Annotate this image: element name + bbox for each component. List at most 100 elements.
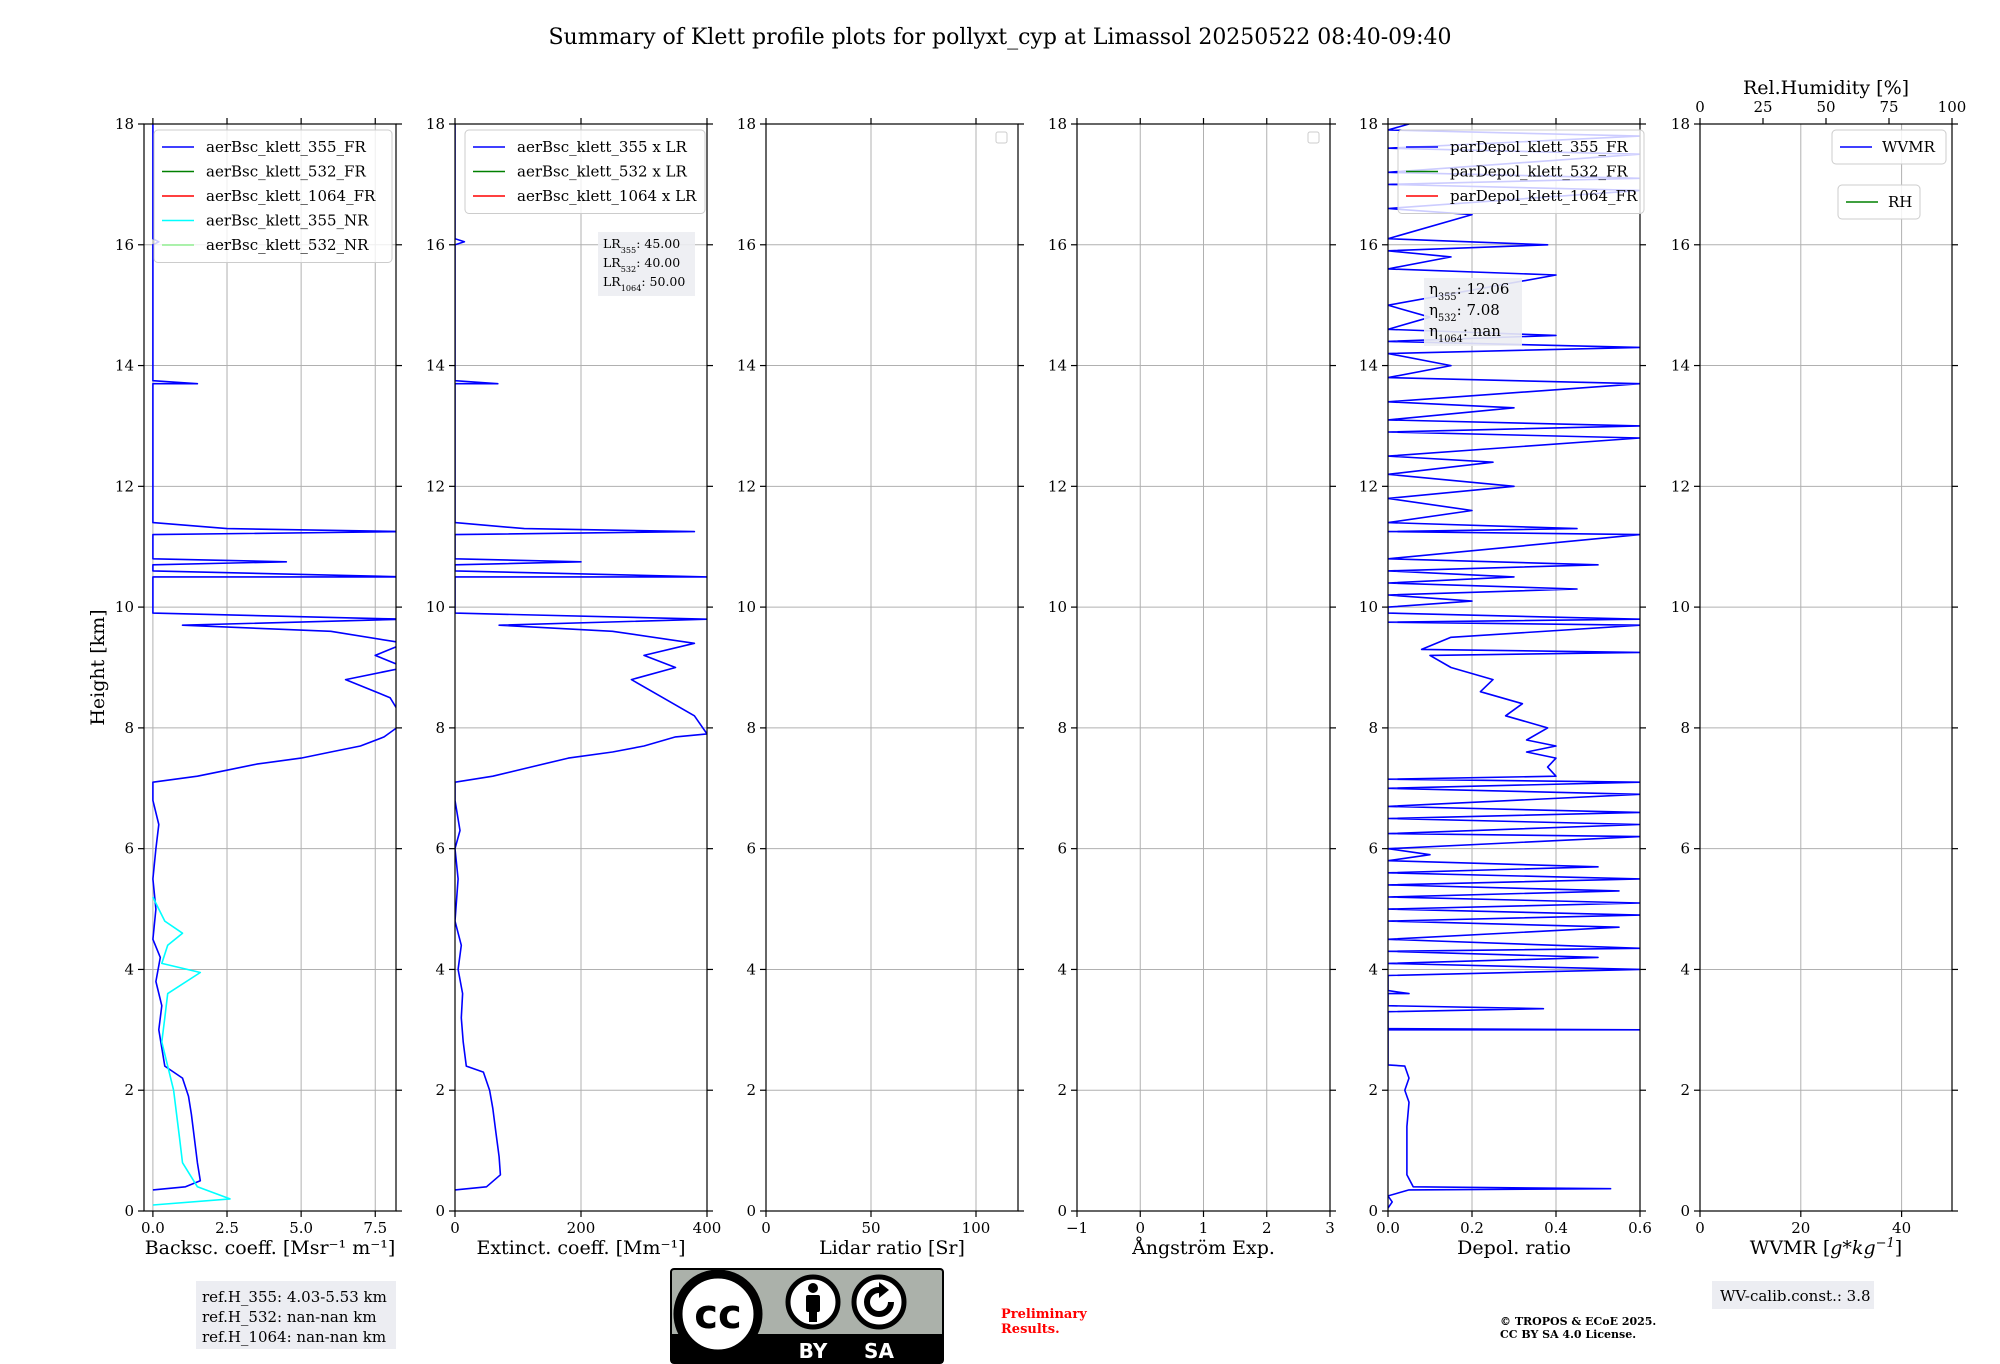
axes-ext: 0 200 400 0 2 4 6 8 10 12 14 16 18 Extinct. coeff. [M… bbox=[426, 115, 721, 1259]
legend-label: aerBsc_klett_1064_FR bbox=[206, 187, 376, 205]
legend-label: aerBsc_klett_532 x LR bbox=[517, 163, 688, 181]
y-tick-label: 16 bbox=[1671, 236, 1690, 254]
cc-by-label: BY bbox=[799, 1339, 828, 1363]
top-x-tick-label: 50 bbox=[1816, 98, 1835, 116]
sa-arrow-arc bbox=[864, 1287, 894, 1317]
series-group bbox=[152, 124, 396, 1206]
x-tick-label: 0.4 bbox=[1544, 1219, 1568, 1237]
x-tick-label: 400 bbox=[693, 1219, 722, 1237]
y-tick-label: 6 bbox=[124, 840, 134, 858]
legend-label: aerBsc_klett_532_FR bbox=[206, 163, 366, 181]
legend-box bbox=[153, 129, 393, 263]
y-tick-label: 18 bbox=[426, 115, 445, 133]
eta-line: η1064: nan bbox=[1429, 322, 1501, 345]
figure-title: Summary of Klett profile plots for polly… bbox=[548, 25, 1451, 50]
by-person-legs bbox=[809, 1310, 817, 1322]
y-tick-label: 12 bbox=[115, 477, 134, 495]
x-axis-label: Extinct. coeff. [Mm⁻¹] bbox=[476, 1237, 685, 1259]
preliminary-text-line-2: Results. bbox=[1001, 1322, 1060, 1337]
x-tick-label: 40 bbox=[1892, 1219, 1911, 1237]
cc-logo-letters: cc bbox=[694, 1292, 741, 1338]
axes-frame bbox=[1387, 123, 1641, 1212]
legend-label: RH bbox=[1888, 193, 1912, 211]
y-tick-label: 16 bbox=[115, 236, 134, 254]
y-tick-label: 8 bbox=[746, 719, 756, 737]
ref-height-line: ref.H_355: 4.03-5.53 km bbox=[202, 1288, 387, 1306]
y-tick-label: 0 bbox=[1368, 1202, 1378, 1220]
y-tick-label: 12 bbox=[1359, 477, 1378, 495]
y-tick-label: 10 bbox=[1671, 598, 1690, 616]
legend-box bbox=[1397, 129, 1645, 214]
lidar-ratio-box bbox=[598, 232, 695, 296]
x-tick-label: 5.0 bbox=[289, 1219, 313, 1237]
legend-box bbox=[464, 129, 706, 214]
legend-box-RH bbox=[1837, 184, 1921, 220]
x-tick-label: 2.5 bbox=[215, 1219, 239, 1237]
y-tick-label: 0 bbox=[1680, 1202, 1690, 1220]
x-tick-label: 1 bbox=[1199, 1219, 1209, 1237]
y-tick-label: 6 bbox=[1680, 840, 1690, 858]
y-tick-label: 8 bbox=[1368, 719, 1378, 737]
y-tick-label: 2 bbox=[124, 1081, 134, 1099]
y-tick-label: 12 bbox=[1048, 477, 1067, 495]
empty-legend-box bbox=[1307, 131, 1320, 144]
wv-calib-label: WV-calib.const.: 3.8 bbox=[1720, 1287, 1871, 1305]
y-tick-label: 4 bbox=[1680, 960, 1690, 978]
y-tick-label: 2 bbox=[1368, 1081, 1378, 1099]
axes-frame bbox=[1699, 123, 1953, 1212]
legend-label: aerBsc_klett_355 x LR bbox=[517, 138, 688, 156]
x-tick-label: 7.5 bbox=[363, 1219, 387, 1237]
y-tick-label: 12 bbox=[1671, 477, 1690, 495]
y-tick-label: 8 bbox=[1057, 719, 1067, 737]
axes-lr: 0 50 100 0 2 4 6 8 10 12 14 16 18 Lidar ratio [Sr] bbox=[737, 115, 1024, 1259]
y-tick-label: 16 bbox=[426, 236, 445, 254]
y-tick-label: 4 bbox=[435, 960, 445, 978]
y-tick-label: 10 bbox=[1359, 598, 1378, 616]
series-line-parDepol_klett_355_FR bbox=[1388, 124, 1640, 1209]
x-tick-label: 0 bbox=[1695, 1219, 1705, 1237]
eta-line: η355: 12.06 bbox=[1429, 280, 1509, 303]
y-tick-label: 10 bbox=[115, 598, 134, 616]
x-tick-label: 200 bbox=[567, 1219, 596, 1237]
axes-frame bbox=[143, 123, 397, 1212]
legend-box-WVMR bbox=[1831, 129, 1947, 165]
y-tick-label: 14 bbox=[426, 357, 445, 375]
x-tick-label: 0.0 bbox=[1376, 1219, 1400, 1237]
legend-label: aerBsc_klett_532_NR bbox=[206, 236, 369, 254]
eta-line: η532: 7.08 bbox=[1429, 301, 1500, 324]
legend-label: aerBsc_klett_355_NR bbox=[206, 212, 369, 230]
axes-wv: 0 20 40 0 2 4 6 8 10 12 14 16 18 WVMR [g*kg−1] 0 25 50 75… bbox=[1671, 77, 1966, 1309]
y-tick-label: 2 bbox=[1680, 1081, 1690, 1099]
y-tick-label: 4 bbox=[746, 960, 756, 978]
y-tick-label: 14 bbox=[737, 357, 756, 375]
top-x-tick-label: 0 bbox=[1695, 98, 1705, 116]
series-group bbox=[455, 124, 707, 1191]
x-tick-label: 0 bbox=[450, 1219, 460, 1237]
y-tick-label: 0 bbox=[435, 1202, 445, 1220]
y-tick-label: 10 bbox=[426, 598, 445, 616]
ref-height-line: ref.H_532: nan-nan km bbox=[202, 1308, 377, 1326]
axes-bsc: 0.0 2.5 5.0 7.5 0 2 4 6 8 10 12 14 16 18 Backsc. coeff… bbox=[87, 115, 402, 1349]
y-tick-label: 10 bbox=[1048, 598, 1067, 616]
y-tick-label: 0 bbox=[1057, 1202, 1067, 1220]
y-tick-label: 2 bbox=[746, 1081, 756, 1099]
ref-height-line: ref.H_1064: nan-nan km bbox=[202, 1328, 386, 1346]
y-tick-label: 12 bbox=[737, 477, 756, 495]
legend-label: parDepol_klett_355_FR bbox=[1450, 138, 1628, 156]
lidar-ratio-line: LR532: 40.00 bbox=[603, 255, 680, 274]
x-tick-label: 50 bbox=[861, 1219, 880, 1237]
lidar-ratio-line: LR1064: 50.00 bbox=[603, 274, 685, 293]
x-tick-label: 0 bbox=[761, 1219, 771, 1237]
y-tick-label: 18 bbox=[1359, 115, 1378, 133]
x-tick-label: 20 bbox=[1791, 1219, 1810, 1237]
y-tick-label: 16 bbox=[1359, 236, 1378, 254]
top-x-tick-label: 75 bbox=[1879, 98, 1898, 116]
axes-depol: 0.0 0.2 0.4 0.6 0 2 4 6 8 10 12 14 16 18 Depol. ratio p… bbox=[1359, 115, 1652, 1259]
y-tick-label: 6 bbox=[1368, 840, 1378, 858]
y-tick-label: 12 bbox=[426, 477, 445, 495]
copyright-line-1: © TROPOS & ECoE 2025. bbox=[1500, 1315, 1656, 1328]
copyright-line-2: CC BY SA 4.0 License. bbox=[1500, 1328, 1636, 1341]
y-tick-label: 4 bbox=[124, 960, 134, 978]
